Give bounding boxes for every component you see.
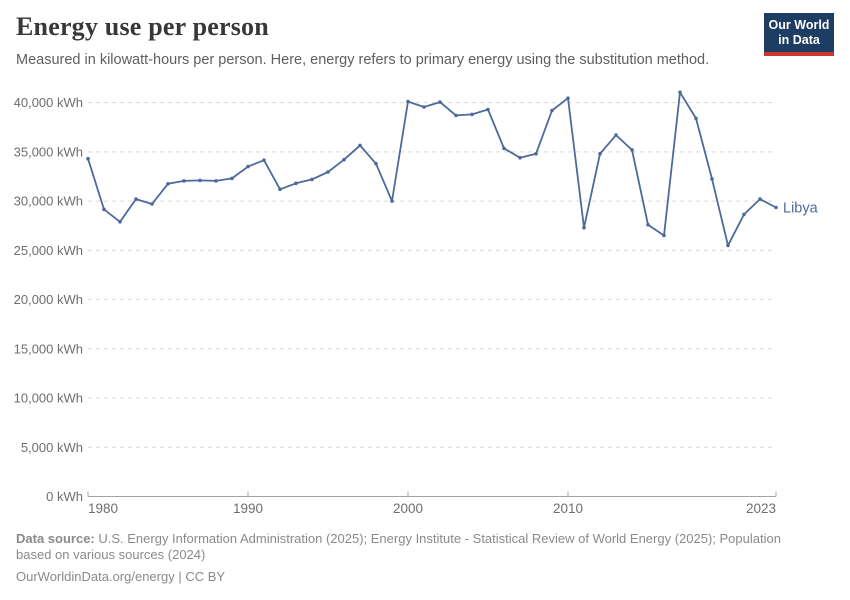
data-point[interactable] [726, 243, 730, 248]
owid-logo-line1: Our World [768, 18, 830, 32]
data-point[interactable] [470, 112, 474, 117]
data-point[interactable] [358, 143, 362, 148]
data-point[interactable] [134, 197, 138, 201]
data-point[interactable] [742, 212, 746, 217]
license-line[interactable]: OurWorldinData.org/energy | CC BY [16, 569, 226, 584]
svg-text:15,000 kWh: 15,000 kWh [14, 341, 83, 356]
svg-text:30,000 kWh: 30,000 kWh [14, 194, 83, 209]
owid-logo-line2: in Data [778, 33, 820, 47]
data-point[interactable] [550, 108, 554, 113]
svg-text:2000: 2000 [393, 501, 423, 516]
data-point[interactable] [182, 179, 186, 183]
data-point[interactable] [758, 197, 762, 201]
data-point[interactable] [326, 170, 330, 174]
svg-text:10,000 kWh: 10,000 kWh [14, 391, 83, 406]
data-point[interactable] [646, 222, 650, 227]
datasource-label: Data source: [16, 531, 95, 546]
datasource-text: U.S. Energy Information Administration (… [16, 531, 781, 562]
svg-text:0 kWh: 0 kWh [46, 489, 83, 504]
data-point[interactable] [694, 116, 698, 121]
data-point[interactable] [86, 156, 90, 161]
series-markers [86, 90, 778, 248]
data-point[interactable] [150, 202, 154, 206]
svg-text:1980: 1980 [88, 501, 118, 516]
datasource-line: Data source: U.S. Energy Information Adm… [16, 531, 812, 562]
data-point[interactable] [678, 90, 682, 95]
data-point[interactable] [198, 178, 202, 183]
data-point[interactable] [422, 105, 426, 109]
data-point[interactable] [454, 113, 458, 118]
data-point[interactable] [710, 177, 714, 181]
y-axis-tick-labels: 0 kWh 5,000 kWh 10,000 kWh 15,000 kWh 20,000… [14, 95, 83, 504]
svg-text:20,000 kWh: 20,000 kWh [14, 292, 83, 307]
data-point[interactable] [310, 177, 314, 182]
svg-text:5,000 kWh: 5,000 kWh [21, 440, 83, 455]
data-point[interactable] [662, 233, 666, 238]
svg-text:1990: 1990 [233, 501, 263, 516]
data-point[interactable] [390, 199, 394, 203]
data-point[interactable] [230, 176, 234, 181]
svg-text:2023: 2023 [746, 501, 776, 516]
svg-text:35,000 kWh: 35,000 kWh [14, 144, 83, 159]
data-point[interactable] [294, 181, 298, 186]
x-axis-tick-labels: 1980 1990 2000 2010 2023 [88, 501, 776, 516]
owid-logo[interactable]: Our World in Data [764, 13, 834, 56]
page-title: Energy use per person [16, 12, 269, 41]
svg-text:25,000 kWh: 25,000 kWh [14, 243, 83, 258]
data-point[interactable] [246, 164, 250, 169]
data-point[interactable] [102, 207, 106, 212]
svg-text:40,000 kWh: 40,000 kWh [14, 95, 83, 110]
data-point[interactable] [502, 146, 506, 151]
data-point[interactable] [438, 100, 442, 104]
data-point[interactable] [262, 158, 266, 162]
x-axis [87, 491, 777, 497]
chart-footer: Data source: U.S. Energy Information Adm… [16, 531, 812, 585]
data-point[interactable] [406, 99, 410, 104]
data-point[interactable] [774, 205, 778, 210]
svg-text:2010: 2010 [553, 501, 583, 516]
data-point[interactable] [566, 96, 570, 100]
series-line-libya[interactable] [87, 91, 777, 247]
data-point[interactable] [374, 161, 378, 166]
data-point[interactable] [342, 157, 346, 162]
chart-subtitle: Measured in kilowatt-hours per person. H… [16, 52, 710, 68]
data-point[interactable] [214, 179, 218, 183]
data-point[interactable] [486, 107, 490, 112]
series-end-label[interactable]: Libya [783, 200, 819, 216]
gridlines [88, 102, 776, 448]
data-point[interactable] [278, 187, 282, 192]
data-point[interactable] [166, 182, 170, 186]
data-point[interactable] [614, 133, 618, 137]
data-point[interactable] [582, 225, 586, 230]
data-point[interactable] [118, 220, 122, 224]
data-point[interactable] [598, 152, 602, 156]
data-point[interactable] [518, 155, 522, 160]
data-point[interactable] [630, 148, 634, 152]
data-point[interactable] [534, 152, 538, 156]
